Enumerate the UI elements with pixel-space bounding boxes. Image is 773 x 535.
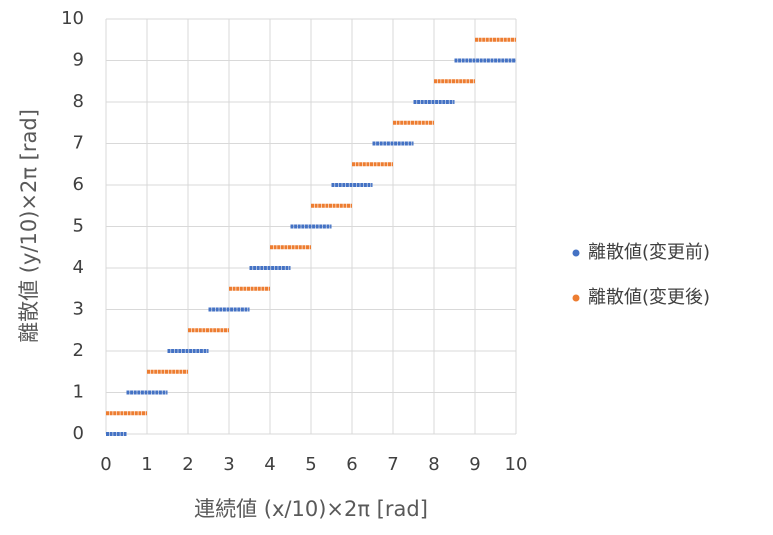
- y-tick-label: 2: [73, 340, 84, 361]
- y-tick-label: 8: [73, 91, 84, 112]
- y-tick-label: 7: [73, 133, 84, 154]
- x-tick-label: 5: [305, 454, 316, 475]
- x-tick-label: 7: [387, 454, 398, 475]
- y-axis-title: 離散値 (y/10)×2π [rad]: [17, 109, 41, 343]
- series-line: [106, 37, 516, 416]
- y-tick-label: 4: [73, 257, 84, 278]
- x-tick-label: 2: [182, 454, 193, 475]
- y-tick-label: 5: [73, 216, 84, 237]
- series-line: [106, 58, 516, 436]
- x-tick-label: 3: [223, 454, 234, 475]
- legend-marker: [572, 249, 580, 257]
- legend-label: 離散値(変更後): [588, 287, 710, 308]
- y-tick-label: 0: [73, 423, 84, 444]
- x-axis-title: 連続値 (x/10)×2π [rad]: [194, 497, 428, 521]
- x-tick-label: 4: [264, 454, 275, 475]
- y-tick-label: 10: [61, 8, 84, 29]
- legend-label: 離散値(変更前): [588, 242, 710, 263]
- y-tick-label: 1: [73, 382, 84, 403]
- x-tick-label: 6: [346, 454, 357, 475]
- x-tick-label: 10: [505, 454, 528, 475]
- x-tick-label: 0: [100, 454, 111, 475]
- legend-marker: [572, 294, 580, 302]
- y-tick-label: 3: [73, 299, 84, 320]
- y-tick-label: 9: [73, 50, 84, 71]
- x-tick-label: 9: [469, 454, 480, 475]
- y-tick-label: 6: [73, 174, 84, 195]
- x-tick-label: 1: [141, 454, 152, 475]
- x-tick-label: 8: [428, 454, 439, 475]
